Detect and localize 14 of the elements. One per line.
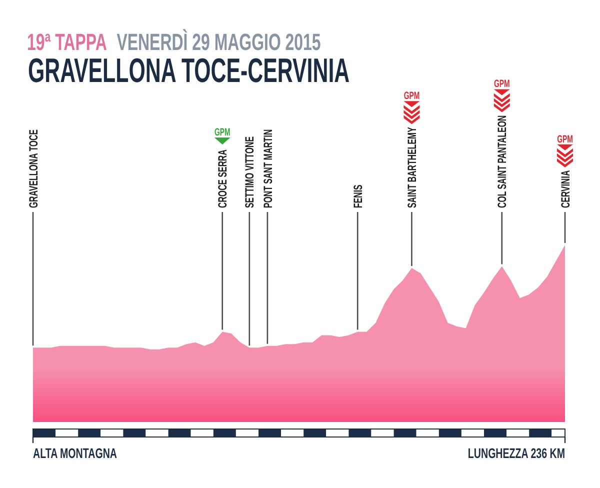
text: ALTA MONTAGNA bbox=[33, 445, 118, 462]
text: GPM bbox=[557, 132, 573, 145]
x-tick-label: GRAVELLONA TOCE bbox=[28, 129, 41, 208]
x-tick-label: SAINT BARTHELEMY bbox=[406, 126, 420, 208]
text: GPM bbox=[214, 126, 230, 138]
x-tick-label: CROCE SERRA bbox=[217, 149, 230, 208]
text: GPM bbox=[494, 78, 510, 90]
text: GPM bbox=[404, 90, 420, 102]
x-tick-label: SETTIMO VITTONE bbox=[244, 136, 258, 208]
text: LUNGHEZZA 236 KM bbox=[468, 445, 565, 462]
x-tick-label: FENIS bbox=[352, 184, 366, 208]
x-tick-label: PONT SANT MARTIN bbox=[262, 129, 276, 208]
x-tick-label: CERVINIA bbox=[560, 170, 573, 208]
x-tick-label: COL SAINT PANTALEON bbox=[496, 115, 510, 208]
